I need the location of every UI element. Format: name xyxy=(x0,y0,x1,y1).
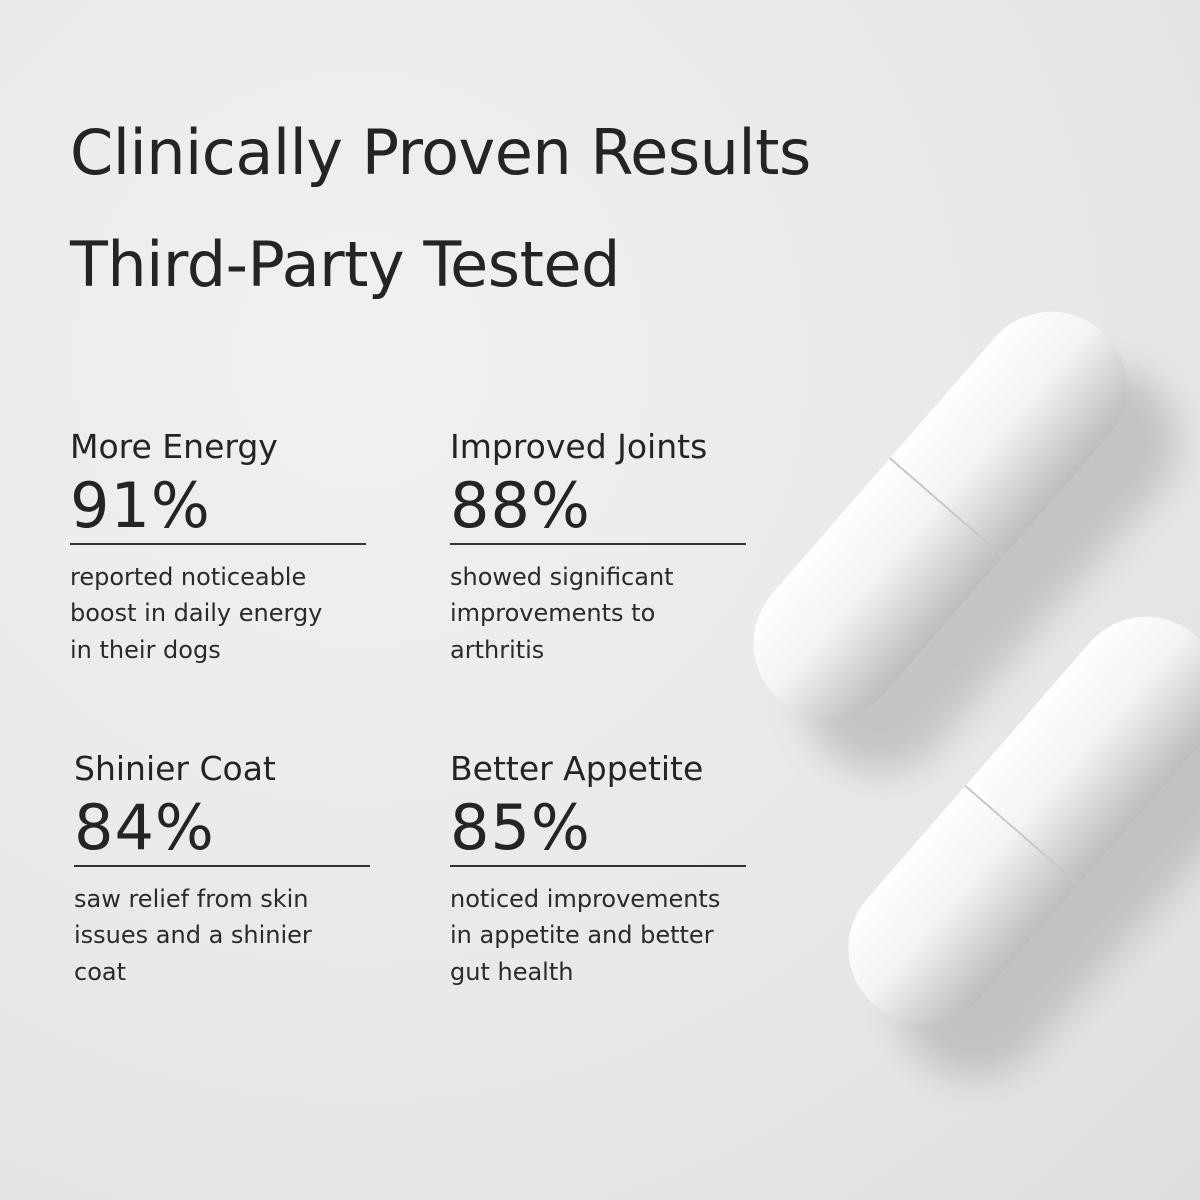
description-line: noticed improvements xyxy=(450,884,721,913)
divider xyxy=(450,543,746,545)
capsule xyxy=(848,616,1200,1024)
description-line: coat xyxy=(74,957,126,986)
stat-label: Shinier Coat xyxy=(74,749,276,788)
stat-label: Improved Joints xyxy=(450,427,708,466)
stat-block: Better Appetite 85% noticed improvements in… xyxy=(450,752,750,990)
stat-description: saw relief from skin issues and a shinier… xyxy=(74,881,374,991)
title: Clinically Proven Results xyxy=(70,116,811,189)
description-line: boost in daily energy xyxy=(70,599,323,627)
description-line: saw relief from skin xyxy=(74,884,309,913)
stat-label: More Energy xyxy=(70,427,278,466)
stat-value: 84% xyxy=(74,791,215,864)
capsule xyxy=(753,311,1127,719)
divider xyxy=(70,543,366,545)
divider xyxy=(450,865,746,867)
description-line: reported noticeable xyxy=(70,562,307,591)
stat-description: showed significant improvements to arthrit… xyxy=(450,559,750,669)
description-line: improvements to xyxy=(450,599,656,627)
description-line: gut health xyxy=(450,957,574,986)
stat-label: Better Appetite xyxy=(450,749,704,788)
title: Third-Party Tested xyxy=(70,228,620,301)
stat-description: reported noticeable boost in daily energy… xyxy=(70,559,370,669)
description-line: issues and a shinier xyxy=(74,921,312,949)
stat-value: 85% xyxy=(450,791,591,864)
description-line: in appetite and better xyxy=(450,921,714,949)
stat-block: Improved Joints 88% showed significant impr… xyxy=(450,430,750,668)
description-line: arthritis xyxy=(450,635,545,664)
stat-description: noticed improvements in appetite and bett… xyxy=(450,881,750,991)
stat-block: Shinier Coat 84% saw relief from skin issue… xyxy=(74,752,374,990)
stat-block: More Energy 91% reported noticeable boost i… xyxy=(70,430,370,668)
divider xyxy=(74,865,370,867)
description-line: showed significant xyxy=(450,562,674,591)
stat-value: 91% xyxy=(70,469,211,542)
description-line: in their dogs xyxy=(70,635,221,664)
stat-value: 88% xyxy=(450,469,591,542)
